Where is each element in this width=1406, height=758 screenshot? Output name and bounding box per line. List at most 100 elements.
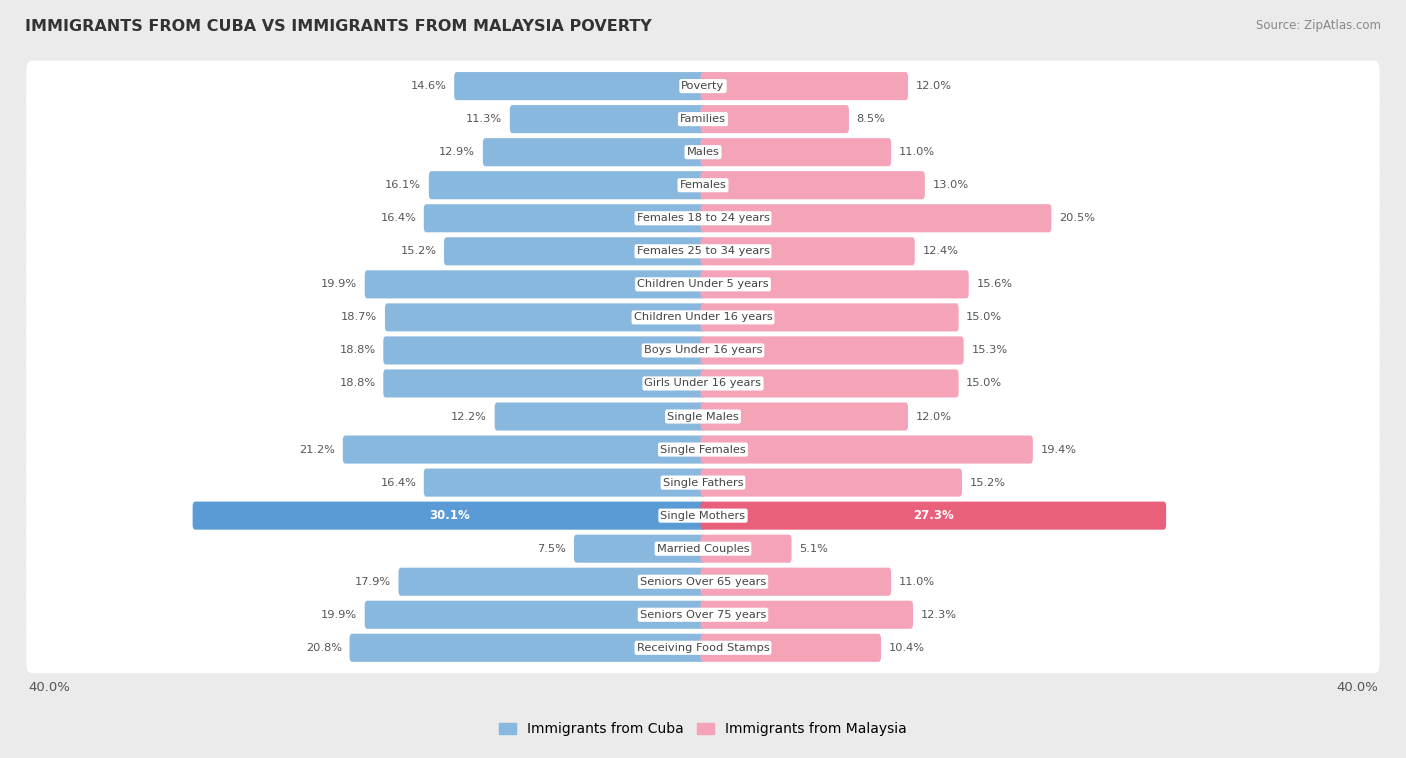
Text: IMMIGRANTS FROM CUBA VS IMMIGRANTS FROM MALAYSIA POVERTY: IMMIGRANTS FROM CUBA VS IMMIGRANTS FROM … xyxy=(25,19,652,34)
FancyBboxPatch shape xyxy=(700,72,908,100)
Text: 19.9%: 19.9% xyxy=(321,280,357,290)
FancyBboxPatch shape xyxy=(482,138,706,166)
Text: 16.1%: 16.1% xyxy=(385,180,422,190)
FancyBboxPatch shape xyxy=(700,303,959,331)
FancyBboxPatch shape xyxy=(700,105,849,133)
Text: 15.6%: 15.6% xyxy=(976,280,1012,290)
Text: 15.3%: 15.3% xyxy=(972,346,1007,356)
FancyBboxPatch shape xyxy=(574,534,706,562)
FancyBboxPatch shape xyxy=(27,556,1379,607)
FancyBboxPatch shape xyxy=(27,358,1379,409)
FancyBboxPatch shape xyxy=(700,204,1052,232)
FancyBboxPatch shape xyxy=(700,369,959,397)
Text: Seniors Over 65 years: Seniors Over 65 years xyxy=(640,577,766,587)
Text: Girls Under 16 years: Girls Under 16 years xyxy=(644,378,762,388)
Text: 17.9%: 17.9% xyxy=(354,577,391,587)
Text: Seniors Over 75 years: Seniors Over 75 years xyxy=(640,609,766,620)
FancyBboxPatch shape xyxy=(700,138,891,166)
Text: 12.4%: 12.4% xyxy=(922,246,959,256)
FancyBboxPatch shape xyxy=(700,568,891,596)
FancyBboxPatch shape xyxy=(700,600,912,629)
FancyBboxPatch shape xyxy=(27,259,1379,310)
Text: Boys Under 16 years: Boys Under 16 years xyxy=(644,346,762,356)
FancyBboxPatch shape xyxy=(27,490,1379,541)
FancyBboxPatch shape xyxy=(27,622,1379,673)
FancyBboxPatch shape xyxy=(27,127,1379,177)
FancyBboxPatch shape xyxy=(700,436,1033,464)
FancyBboxPatch shape xyxy=(700,171,925,199)
FancyBboxPatch shape xyxy=(27,61,1379,111)
Text: 14.6%: 14.6% xyxy=(411,81,447,91)
FancyBboxPatch shape xyxy=(700,402,908,431)
FancyBboxPatch shape xyxy=(27,226,1379,277)
FancyBboxPatch shape xyxy=(700,337,963,365)
FancyBboxPatch shape xyxy=(510,105,706,133)
Text: 19.9%: 19.9% xyxy=(321,609,357,620)
Text: 19.4%: 19.4% xyxy=(1040,444,1077,455)
Legend: Immigrants from Cuba, Immigrants from Malaysia: Immigrants from Cuba, Immigrants from Ma… xyxy=(494,717,912,742)
Text: 11.3%: 11.3% xyxy=(467,114,502,124)
Text: 11.0%: 11.0% xyxy=(898,147,935,157)
FancyBboxPatch shape xyxy=(27,589,1379,641)
FancyBboxPatch shape xyxy=(700,534,792,562)
FancyBboxPatch shape xyxy=(700,502,1166,530)
Text: 12.2%: 12.2% xyxy=(451,412,486,421)
FancyBboxPatch shape xyxy=(384,369,706,397)
Text: 21.2%: 21.2% xyxy=(299,444,335,455)
FancyBboxPatch shape xyxy=(384,337,706,365)
Text: 40.0%: 40.0% xyxy=(28,681,70,694)
Text: 20.5%: 20.5% xyxy=(1059,213,1095,224)
Text: 18.8%: 18.8% xyxy=(340,346,375,356)
FancyBboxPatch shape xyxy=(398,568,706,596)
FancyBboxPatch shape xyxy=(429,171,706,199)
Text: 12.3%: 12.3% xyxy=(921,609,956,620)
Text: 16.4%: 16.4% xyxy=(380,478,416,487)
FancyBboxPatch shape xyxy=(700,468,962,496)
FancyBboxPatch shape xyxy=(27,292,1379,343)
FancyBboxPatch shape xyxy=(495,402,706,431)
Text: Females 18 to 24 years: Females 18 to 24 years xyxy=(637,213,769,224)
Text: 18.8%: 18.8% xyxy=(340,378,375,388)
Text: 15.0%: 15.0% xyxy=(966,378,1002,388)
Text: 30.1%: 30.1% xyxy=(429,509,470,522)
Text: 10.4%: 10.4% xyxy=(889,643,925,653)
FancyBboxPatch shape xyxy=(700,237,915,265)
FancyBboxPatch shape xyxy=(27,160,1379,211)
Text: Single Mothers: Single Mothers xyxy=(661,511,745,521)
Text: 20.8%: 20.8% xyxy=(307,643,342,653)
Text: 13.0%: 13.0% xyxy=(932,180,969,190)
Text: Source: ZipAtlas.com: Source: ZipAtlas.com xyxy=(1256,19,1381,32)
FancyBboxPatch shape xyxy=(27,523,1379,574)
Text: Children Under 16 years: Children Under 16 years xyxy=(634,312,772,322)
FancyBboxPatch shape xyxy=(27,325,1379,376)
Text: 12.0%: 12.0% xyxy=(915,81,952,91)
FancyBboxPatch shape xyxy=(700,634,882,662)
Text: 15.2%: 15.2% xyxy=(401,246,436,256)
Text: 40.0%: 40.0% xyxy=(1336,681,1378,694)
Text: 15.0%: 15.0% xyxy=(966,312,1002,322)
FancyBboxPatch shape xyxy=(27,391,1379,442)
Text: 16.4%: 16.4% xyxy=(380,213,416,224)
Text: 11.0%: 11.0% xyxy=(898,577,935,587)
FancyBboxPatch shape xyxy=(423,204,706,232)
Text: 12.9%: 12.9% xyxy=(439,147,475,157)
Text: Poverty: Poverty xyxy=(682,81,724,91)
Text: Receiving Food Stamps: Receiving Food Stamps xyxy=(637,643,769,653)
Text: Males: Males xyxy=(686,147,720,157)
Text: Females: Females xyxy=(679,180,727,190)
Text: Single Males: Single Males xyxy=(666,412,740,421)
FancyBboxPatch shape xyxy=(454,72,706,100)
Text: Families: Families xyxy=(681,114,725,124)
FancyBboxPatch shape xyxy=(27,193,1379,244)
FancyBboxPatch shape xyxy=(343,436,706,464)
Text: 7.5%: 7.5% xyxy=(537,543,567,553)
FancyBboxPatch shape xyxy=(27,424,1379,475)
FancyBboxPatch shape xyxy=(27,94,1379,145)
FancyBboxPatch shape xyxy=(27,457,1379,508)
Text: 15.2%: 15.2% xyxy=(970,478,1005,487)
FancyBboxPatch shape xyxy=(364,600,706,629)
FancyBboxPatch shape xyxy=(193,502,706,530)
Text: 12.0%: 12.0% xyxy=(915,412,952,421)
Text: 8.5%: 8.5% xyxy=(856,114,886,124)
Text: Single Females: Single Females xyxy=(661,444,745,455)
